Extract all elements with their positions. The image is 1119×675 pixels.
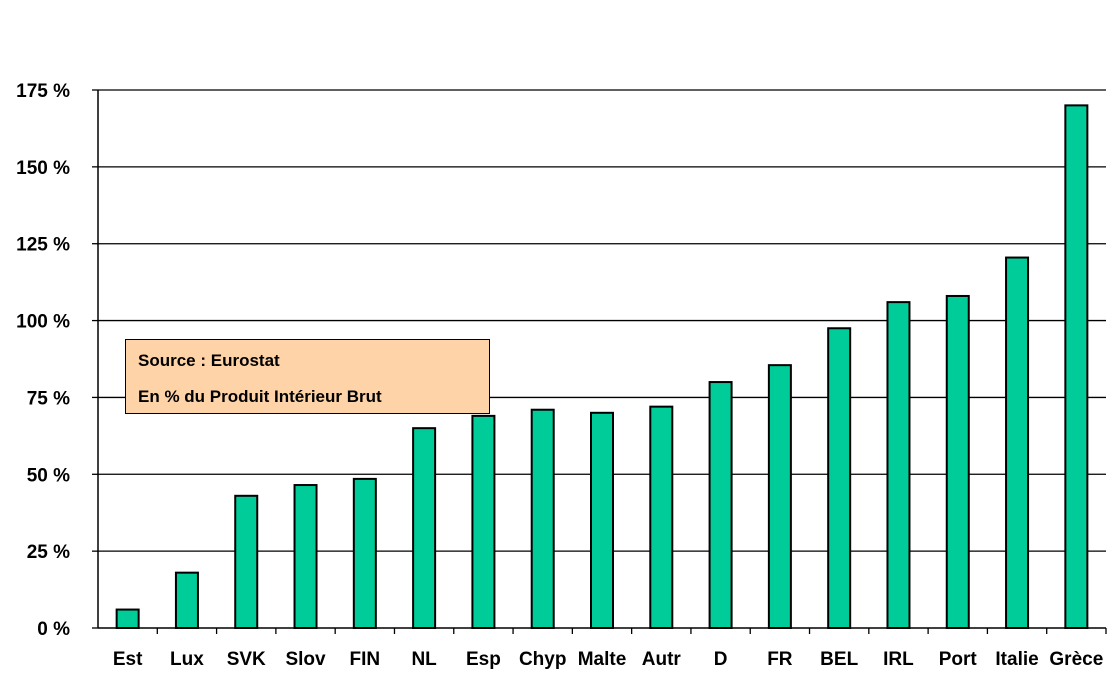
bar-esp: [471, 414, 496, 630]
x-tick-label: Autr: [642, 649, 682, 670]
x-tick-label: D: [714, 649, 728, 670]
unit-note-line: En % du Produit Intérieur Brut: [138, 387, 382, 406]
x-tick-label: Grèce: [1049, 649, 1103, 670]
bar-malte: [590, 411, 614, 629]
x-tick-label: BEL: [820, 649, 858, 670]
x-tick-label: Malte: [578, 649, 627, 670]
y-tick-label: 150 %: [16, 158, 70, 179]
x-tick-label: NL: [411, 649, 437, 670]
y-axis-ticks: 0 % 25 % 50 % 75 % 100 % 125 % 150 % 175 %: [16, 81, 98, 640]
bar-fr: [767, 364, 792, 629]
bar-irl: [886, 301, 911, 629]
y-tick-label: 0 %: [37, 619, 70, 640]
bar-d: [708, 381, 733, 629]
y-tick-label: 100 %: [16, 312, 70, 333]
x-tick-label: Port: [939, 649, 978, 670]
x-tick-label: Slov: [285, 649, 326, 670]
x-tick-label: FIN: [350, 649, 381, 670]
bar-fin: [352, 477, 377, 630]
bar-autr: [649, 405, 674, 629]
x-tick-label: Lux: [170, 649, 204, 670]
x-tick-label: Est: [113, 649, 143, 670]
x-tick-label: Chyp: [519, 649, 567, 670]
x-tick-label: IRL: [883, 649, 914, 670]
y-tick-label: 50 %: [27, 465, 70, 486]
bar-bel: [827, 327, 852, 629]
bar-chyp: [530, 408, 555, 629]
x-tick-label: Italie: [995, 649, 1038, 670]
y-tick-label: 75 %: [27, 388, 70, 409]
source-note-box: Source : Eurostat En % du Produit Intéri…: [125, 339, 490, 414]
bar-italie: [1005, 256, 1030, 629]
x-tick-label: FR: [767, 649, 793, 670]
bar-slov: [293, 484, 318, 629]
bar-grèce: [1064, 104, 1089, 630]
bar-port: [945, 294, 970, 629]
source-note-line: Source : Eurostat: [138, 351, 280, 370]
x-tick-label: SVK: [227, 649, 266, 670]
bar-est: [115, 608, 140, 629]
bar-nl: [412, 427, 437, 629]
y-tick-label: 125 %: [16, 235, 70, 256]
y-tick-label: 25 %: [27, 542, 70, 563]
bar-lux: [174, 571, 199, 629]
x-tick-label: Esp: [466, 649, 501, 670]
y-tick-label: 175 %: [16, 81, 70, 102]
bar-svk: [234, 494, 259, 630]
x-axis-labels: Est Lux SVK Slov FIN NL Esp Chyp Malte Autr D FR BEL…: [113, 628, 1107, 670]
